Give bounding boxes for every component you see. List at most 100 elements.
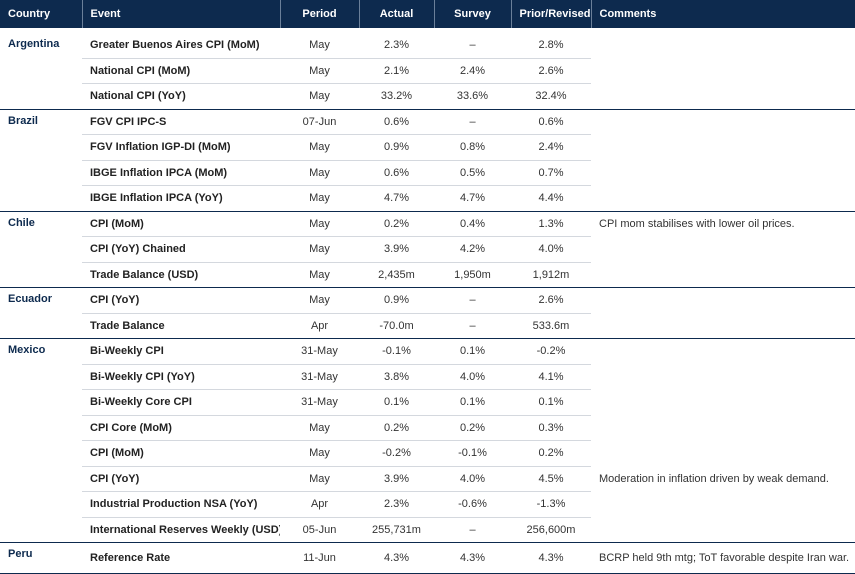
- comment-cell: [591, 390, 855, 416]
- event-cell: Trade Balance (USD): [82, 262, 280, 288]
- survey-cell: 4.0%: [434, 466, 511, 492]
- survey-cell: 2.4%: [434, 58, 511, 84]
- table-row: CPI (YoY) Chained May 3.9% 4.2% 4.0%: [0, 236, 855, 263]
- comment-cell: Moderation in inflation driven by weak d…: [599, 472, 829, 485]
- event-cell: Bi-Weekly CPI (YoY): [82, 364, 280, 390]
- table-row: Trade Balance Apr -70.0m –533.6m: [0, 313, 855, 339]
- header-comments: Comments: [591, 0, 855, 28]
- comment-cell: [591, 441, 855, 467]
- survey-cell: 4.3%: [434, 542, 511, 574]
- period-cell: May: [280, 262, 359, 288]
- event-cell: National CPI (MoM): [82, 58, 280, 84]
- prior-revised-cell: -0.2%: [511, 338, 591, 365]
- actual-cell: 2.3%: [359, 33, 434, 59]
- comment-cell: [591, 109, 855, 135]
- event-cell: CPI (YoY): [82, 466, 280, 492]
- event-cell: CPI Core (MoM): [82, 415, 280, 441]
- actual-cell: 0.2%: [359, 415, 434, 441]
- comment-cell: CPI mom stabilises with lower oil prices…: [599, 218, 795, 230]
- survey-cell: 0.8%: [434, 134, 511, 161]
- country-cell: Chile: [0, 211, 82, 288]
- actual-cell: -0.2%: [359, 440, 434, 467]
- event-cell: Trade Balance: [82, 313, 280, 339]
- actual-cell: 255,731m: [359, 517, 434, 543]
- survey-cell: 4.0%: [434, 364, 511, 390]
- prior-revised-cell: 2.6%: [511, 287, 591, 314]
- prior-revised-cell: 0.7%: [511, 160, 591, 186]
- table-header: Country Event Period Actual Survey Prior…: [0, 0, 855, 28]
- prior-revised-cell: 4.0%: [511, 236, 591, 263]
- actual-cell: 0.1%: [359, 389, 434, 416]
- comment-cell: [591, 33, 855, 58]
- prior-revised-cell: 32.4%: [511, 83, 591, 110]
- actual-cell: 0.2%: [359, 211, 434, 237]
- period-cell: May: [280, 33, 359, 59]
- prior-revised-cell: 0.1%: [511, 389, 591, 416]
- country-cell: Ecuador: [0, 287, 82, 339]
- country-cell: Mexico: [0, 338, 82, 543]
- comment-cell: [591, 492, 855, 518]
- survey-cell: 4.2%: [434, 236, 511, 263]
- comment-cell: [591, 517, 855, 543]
- period-cell: 07-Jun: [280, 109, 359, 135]
- table-row: Mexico Bi-Weekly CPI 31-May -0.1% 0.1% -0.2%: [0, 338, 855, 543]
- period-cell: 31-May: [280, 364, 359, 390]
- period-cell: 11-Jun: [280, 542, 359, 574]
- table-row: FGV Inflation IGP-DI (MoM) May 0.9% 0.8% 2.4…: [0, 134, 855, 161]
- survey-cell: 33.6%: [434, 83, 511, 110]
- period-cell: May: [280, 211, 359, 237]
- survey-cell: 0.5%: [434, 160, 511, 186]
- period-cell: 31-May: [280, 389, 359, 416]
- comment-cell: [591, 262, 855, 288]
- prior-revised-cell: 0.3%: [511, 415, 591, 441]
- event-cell: Greater Buenos Aires CPI (MoM): [82, 33, 280, 59]
- survey-cell: –: [434, 517, 511, 543]
- period-cell: May: [280, 415, 359, 441]
- event-cell: FGV CPI IPC-S: [82, 109, 280, 135]
- prior-revised-cell: 2.8%: [511, 33, 591, 59]
- comment-cell: [591, 288, 855, 314]
- actual-cell: 33.2%: [359, 83, 434, 110]
- prior-revised-cell: 533.6m: [511, 313, 591, 339]
- header-prior-revised: Prior/Revised: [511, 0, 592, 28]
- table-body: Argentina Greater Buenos Aires CPI (MoM) M…: [0, 28, 855, 574]
- period-cell: May: [280, 466, 359, 492]
- actual-cell: 3.9%: [359, 236, 434, 263]
- survey-cell: –: [434, 33, 511, 59]
- event-cell: IBGE Inflation IPCA (MoM): [82, 160, 280, 186]
- period-cell: May: [280, 440, 359, 467]
- comment-cell: [591, 313, 855, 339]
- header-actual: Actual: [359, 0, 435, 28]
- table-row: CPI Core (MoM) May 0.2% 0.2% 0.3%: [0, 415, 855, 441]
- comment-cell: [591, 185, 855, 212]
- period-cell: May: [280, 160, 359, 186]
- survey-cell: 0.4%: [434, 211, 511, 237]
- country-cell: Peru: [0, 542, 82, 574]
- event-cell: FGV Inflation IGP-DI (MoM): [82, 134, 280, 161]
- comment-cell: [591, 58, 855, 84]
- table-row: CPI (YoY) May 3.9% 4.0% 4.5% Moderation in in…: [0, 466, 855, 492]
- period-cell: 05-Jun: [280, 517, 359, 543]
- actual-cell: 2.3%: [359, 491, 434, 518]
- event-cell: National CPI (YoY): [82, 83, 280, 110]
- survey-cell: –: [434, 109, 511, 135]
- header-survey: Survey: [434, 0, 512, 28]
- comment-cell: [591, 237, 855, 263]
- prior-revised-cell: 0.6%: [511, 109, 591, 135]
- table-row: Brazil FGV CPI IPC-S 07-Jun 0.6% –0.6%: [0, 109, 855, 212]
- table-row: National CPI (YoY) May 33.2% 33.6% 32.4%: [0, 83, 855, 110]
- prior-revised-cell: 0.2%: [511, 440, 591, 467]
- table-row: International Reserves Weekly (USD) 05-Ju…: [0, 517, 855, 543]
- country-cell: Brazil: [0, 109, 82, 212]
- event-cell: IBGE Inflation IPCA (YoY): [82, 185, 280, 212]
- survey-cell: -0.6%: [434, 491, 511, 518]
- actual-cell: -70.0m: [359, 313, 434, 339]
- table-row: Peru Reference Rate 11-Jun 4.3% 4.3% 4.3% BCRP…: [0, 542, 855, 574]
- table-row: Bi-Weekly Core CPI 31-May 0.1% 0.1% 0.1%: [0, 389, 855, 416]
- prior-revised-cell: 4.5%: [511, 466, 591, 492]
- prior-revised-cell: 256,600m: [511, 517, 591, 543]
- comment-cell: [591, 415, 855, 441]
- prior-revised-cell: 1.3%: [511, 211, 591, 237]
- period-cell: May: [280, 58, 359, 84]
